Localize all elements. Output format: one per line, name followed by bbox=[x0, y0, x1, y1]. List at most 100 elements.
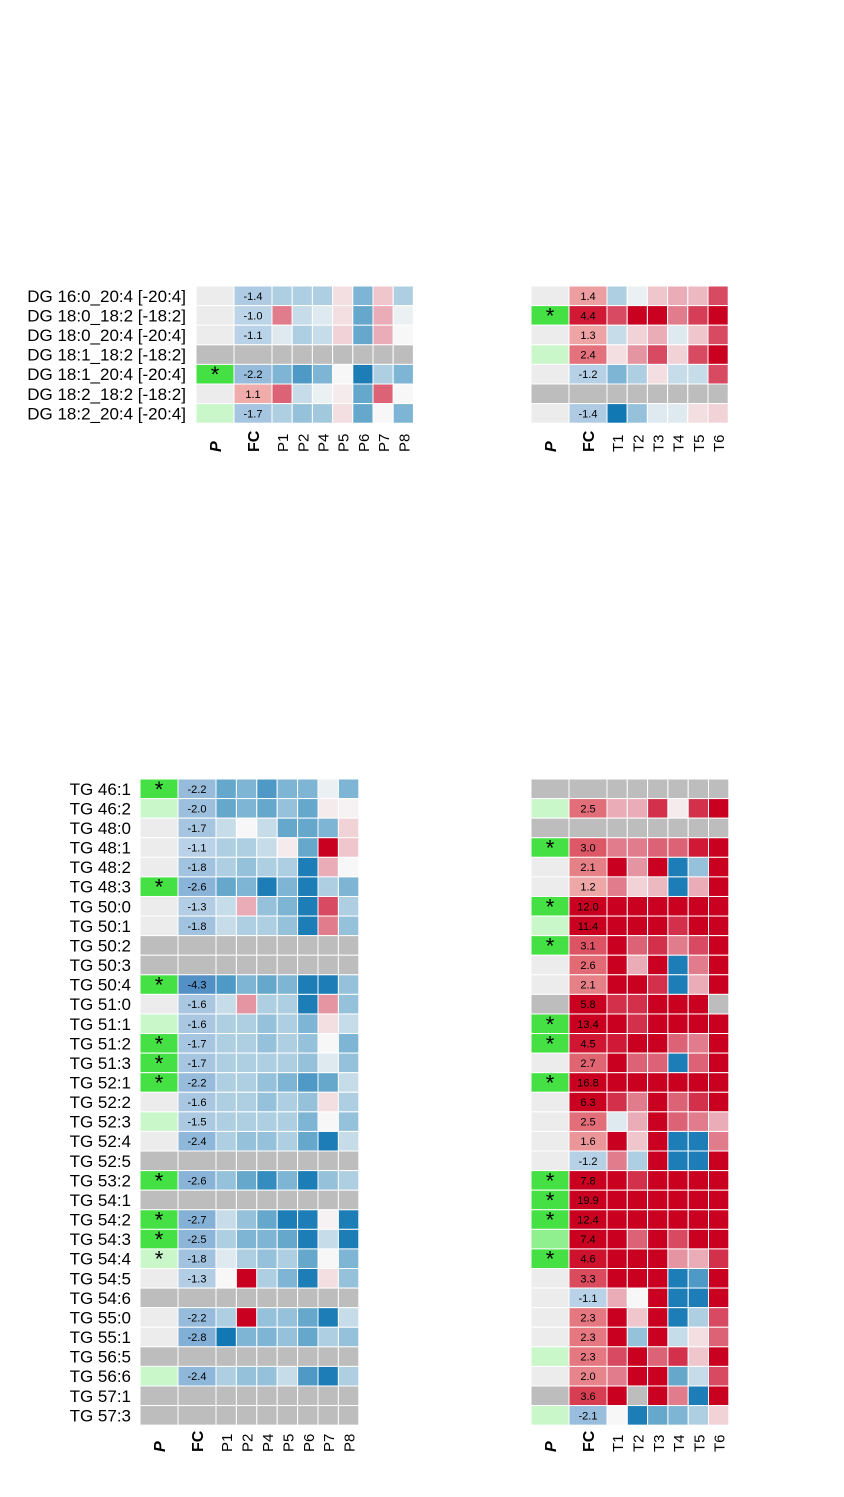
heat-cell bbox=[256, 1248, 278, 1270]
heatmap-panel-tg-p: TG 46:1TG 46:2TG 48:0TG 48:1TG 48:2TG 48… bbox=[70, 777, 360, 1452]
heat-cell bbox=[708, 993, 730, 1015]
row-label: DG 16:0_20:4 [-20:4] bbox=[27, 287, 186, 306]
heat-cell bbox=[256, 1346, 278, 1367]
heat-cell bbox=[297, 798, 319, 819]
heat-cell bbox=[317, 1189, 339, 1211]
heat-cell bbox=[317, 1072, 339, 1093]
heat-cell bbox=[317, 1052, 339, 1074]
p-cell bbox=[139, 915, 179, 937]
heat-cell bbox=[626, 798, 649, 819]
heat-cell bbox=[276, 1326, 299, 1348]
heat-cell bbox=[276, 1091, 299, 1113]
heat-cell bbox=[606, 383, 628, 405]
fc-value: -1.8 bbox=[188, 862, 207, 874]
heat-cell bbox=[687, 954, 710, 976]
heat-cell bbox=[646, 285, 669, 307]
heat-cell bbox=[647, 1405, 669, 1426]
fc-value: 4.5 bbox=[580, 1038, 595, 1050]
heat-cell bbox=[687, 1326, 710, 1348]
heat-cell bbox=[337, 1405, 360, 1426]
heat-cell bbox=[707, 363, 729, 385]
heat-cell bbox=[626, 1228, 649, 1250]
fc-value: 7.8 bbox=[580, 1175, 595, 1187]
heat-cell bbox=[647, 954, 669, 976]
p-cell bbox=[530, 798, 570, 819]
p-cell bbox=[139, 798, 179, 819]
column-label: T3 bbox=[651, 434, 668, 452]
heat-cell bbox=[337, 1346, 360, 1367]
heat-cell bbox=[647, 1033, 669, 1054]
column-label: T3 bbox=[651, 1434, 668, 1452]
heat-cell bbox=[667, 974, 689, 995]
heat-cell bbox=[626, 974, 649, 995]
heat-cell bbox=[337, 1248, 360, 1270]
heat-cell bbox=[606, 876, 628, 897]
fc-value: 3.3 bbox=[580, 1273, 595, 1285]
heat-cell bbox=[667, 1091, 689, 1113]
column-label: T2 bbox=[630, 434, 647, 452]
heat-cell bbox=[271, 344, 293, 365]
heat-cell bbox=[276, 876, 299, 897]
heat-cell bbox=[667, 817, 689, 839]
fc-value: 1.2 bbox=[580, 882, 595, 894]
heat-cell bbox=[392, 324, 414, 346]
heat-cell bbox=[317, 974, 339, 995]
heat-cell bbox=[626, 383, 648, 405]
heat-cell bbox=[256, 798, 278, 819]
significance-mark: * bbox=[155, 777, 164, 802]
heat-cell bbox=[276, 1189, 299, 1211]
heat-cell bbox=[606, 935, 628, 956]
heat-cell bbox=[311, 344, 334, 365]
heat-cell bbox=[667, 403, 689, 424]
heat-cell bbox=[215, 1385, 237, 1407]
heat-cell bbox=[215, 798, 237, 819]
fc-value: -1.1 bbox=[579, 1293, 598, 1305]
heat-cell bbox=[626, 305, 648, 326]
heat-cell bbox=[235, 974, 258, 995]
heat-cell bbox=[606, 915, 628, 937]
heat-cell bbox=[687, 915, 710, 937]
column-label: P5 bbox=[336, 434, 353, 452]
fc-value: -1.1 bbox=[244, 330, 263, 342]
heat-cell bbox=[626, 1287, 649, 1309]
heat-cell bbox=[606, 324, 628, 346]
heat-cell bbox=[606, 1405, 628, 1426]
heat-cell bbox=[311, 305, 334, 326]
heat-cell bbox=[215, 1248, 237, 1270]
heat-cell bbox=[276, 1287, 299, 1309]
row-label: TG 50:3 bbox=[70, 956, 131, 975]
p-cell bbox=[139, 1111, 179, 1132]
heat-cell bbox=[235, 1091, 258, 1113]
heat-cell bbox=[317, 876, 339, 897]
heat-cell bbox=[647, 817, 669, 839]
heat-cell bbox=[372, 285, 394, 307]
heat-cell bbox=[215, 1365, 237, 1387]
fc-value: -1.3 bbox=[188, 1273, 207, 1285]
heat-cell bbox=[317, 954, 339, 976]
heat-cell bbox=[337, 935, 360, 956]
heat-cell bbox=[337, 1130, 360, 1152]
heat-cell bbox=[687, 1130, 710, 1152]
heat-cell bbox=[256, 1405, 278, 1426]
heat-cell bbox=[215, 1150, 237, 1172]
column-label: T1 bbox=[610, 434, 627, 452]
p-cell bbox=[139, 895, 179, 917]
heat-cell bbox=[708, 1091, 730, 1113]
heat-cell bbox=[708, 915, 730, 937]
fc-cell bbox=[177, 1287, 217, 1309]
heat-cell bbox=[708, 856, 730, 878]
heat-cell bbox=[332, 363, 354, 385]
heat-cell bbox=[687, 1111, 710, 1132]
heat-cell bbox=[626, 1052, 649, 1074]
heat-cell bbox=[708, 1033, 730, 1054]
heat-cell bbox=[271, 363, 293, 385]
fc-value: -2.5 bbox=[188, 1234, 207, 1246]
heat-cell bbox=[297, 837, 319, 858]
heat-cell bbox=[687, 1248, 710, 1270]
heat-cell bbox=[687, 1385, 710, 1407]
heat-cell bbox=[687, 1150, 710, 1172]
heat-cell bbox=[276, 1209, 299, 1230]
heat-cell bbox=[687, 1091, 710, 1113]
heat-cell bbox=[626, 1346, 649, 1367]
fc-value: 2.3 bbox=[580, 1352, 595, 1364]
